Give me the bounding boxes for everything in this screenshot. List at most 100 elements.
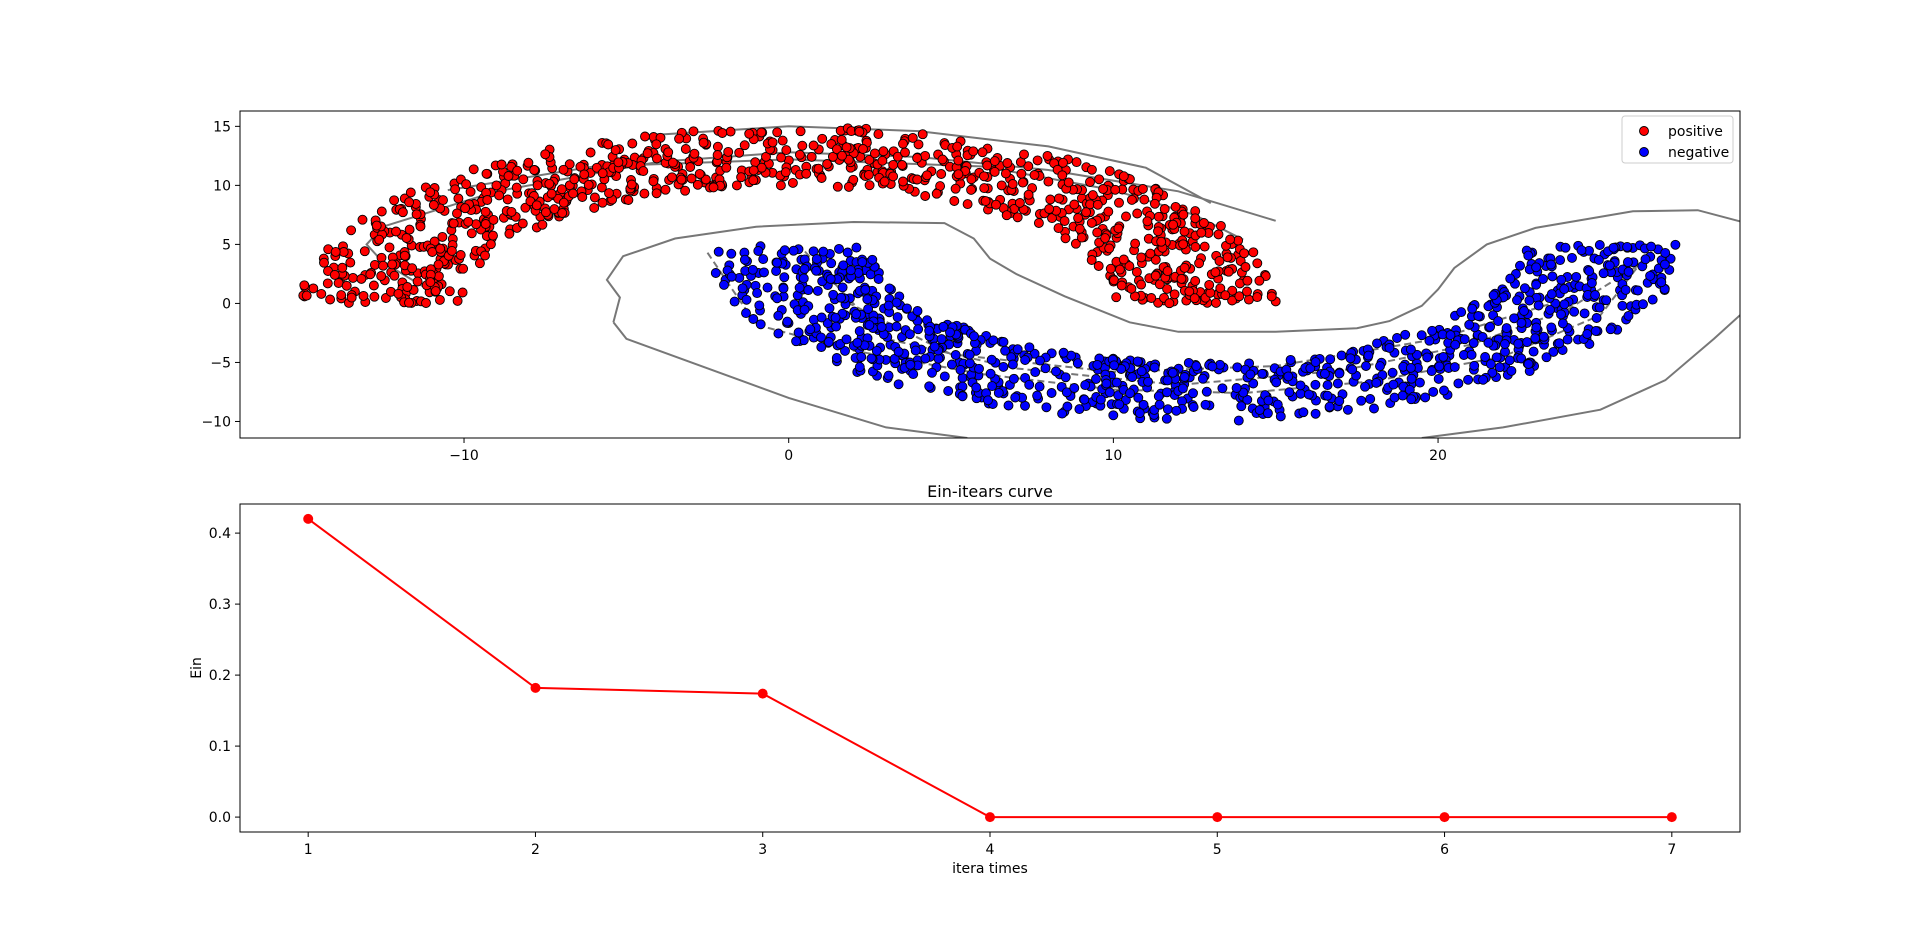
point-positive [1240, 262, 1251, 272]
point-positive [1092, 227, 1103, 238]
point-positive [813, 163, 824, 174]
point-positive [1060, 233, 1071, 244]
point-positive [387, 259, 398, 270]
point-negative [1167, 367, 1178, 378]
point-positive [1007, 179, 1018, 189]
point-negative [1560, 242, 1571, 253]
point-negative [864, 320, 875, 331]
point-negative [1531, 279, 1542, 290]
point-positive [991, 199, 1001, 210]
point-positive [1124, 261, 1135, 272]
point-positive [1243, 294, 1254, 305]
point-negative [726, 248, 737, 259]
ein-data-point [985, 812, 995, 823]
point-positive [415, 221, 426, 232]
point-negative [1485, 359, 1496, 370]
point-positive [843, 181, 854, 192]
point-positive [900, 147, 910, 158]
point-negative [1369, 403, 1379, 414]
point-positive [708, 182, 719, 193]
point-negative [1332, 378, 1343, 389]
point-positive [1194, 258, 1205, 269]
point-positive [496, 159, 507, 170]
point-positive [781, 145, 792, 156]
point-positive [858, 144, 868, 154]
point-negative [1605, 324, 1616, 335]
point-positive [480, 206, 491, 217]
point-positive [841, 142, 852, 153]
point-negative [945, 327, 955, 338]
scatter-y-tick-label: 0 [222, 296, 231, 312]
point-positive [549, 204, 560, 215]
point-negative [1153, 391, 1164, 402]
point-positive [1029, 170, 1040, 180]
point-negative [883, 370, 894, 381]
point-negative [892, 312, 903, 323]
point-negative [1154, 399, 1165, 410]
point-positive [520, 202, 531, 213]
point-positive [444, 286, 455, 297]
point-negative [1569, 306, 1580, 317]
point-negative [1069, 383, 1080, 393]
point-positive [1210, 267, 1221, 278]
point-positive [920, 191, 931, 201]
scatter-x-tick-label: 20 [1429, 448, 1447, 464]
point-negative [1501, 323, 1512, 334]
point-negative [794, 282, 805, 293]
point-negative [1428, 386, 1439, 397]
x-axis-label: itera times [952, 861, 1028, 877]
point-negative [811, 265, 822, 276]
point-negative [1127, 372, 1138, 383]
point-negative [964, 349, 975, 360]
point-positive [1033, 218, 1044, 228]
point-negative [1590, 326, 1601, 336]
point-positive [1214, 256, 1225, 266]
point-positive [808, 140, 819, 151]
point-negative [1375, 361, 1385, 372]
point-negative [987, 381, 998, 392]
point-positive [1085, 177, 1095, 187]
point-negative [1608, 242, 1619, 253]
point-positive [564, 159, 575, 170]
point-positive [686, 173, 697, 184]
point-negative [1079, 394, 1090, 405]
point-positive [488, 230, 498, 241]
point-positive [597, 168, 608, 179]
point-positive [506, 206, 517, 217]
point-negative [1591, 313, 1602, 323]
point-negative [782, 316, 793, 327]
point-negative [1554, 338, 1565, 349]
point-negative [1363, 350, 1374, 361]
line-x-tick-label: 1 [304, 842, 313, 858]
point-positive [1164, 298, 1175, 309]
point-positive [391, 226, 401, 237]
point-negative [1433, 373, 1444, 384]
point-negative [1556, 309, 1566, 320]
point-negative [1601, 295, 1612, 306]
point-negative [803, 285, 814, 296]
point-positive [482, 195, 493, 205]
point-negative [1515, 260, 1525, 271]
point-positive [1131, 267, 1142, 277]
point-positive [777, 135, 788, 146]
point-negative [837, 282, 848, 293]
point-positive [448, 218, 459, 229]
point-negative [1559, 284, 1570, 295]
point-positive [1179, 226, 1190, 237]
point-negative [1559, 299, 1570, 310]
scatter-y-ticks: −10 −5 0 5 10 15 [201, 119, 240, 430]
point-negative [1579, 308, 1590, 319]
point-negative [1647, 294, 1658, 305]
point-negative [1322, 380, 1333, 391]
point-positive [1100, 233, 1111, 244]
point-negative [1295, 380, 1306, 391]
point-negative [1388, 379, 1399, 390]
point-positive [1252, 258, 1263, 269]
point-negative [1620, 284, 1631, 295]
point-negative [1200, 399, 1211, 410]
point-positive [1199, 241, 1210, 252]
point-negative [1336, 350, 1347, 361]
point-positive [1016, 168, 1027, 179]
point-negative [1594, 240, 1605, 250]
point-negative [1074, 404, 1085, 415]
